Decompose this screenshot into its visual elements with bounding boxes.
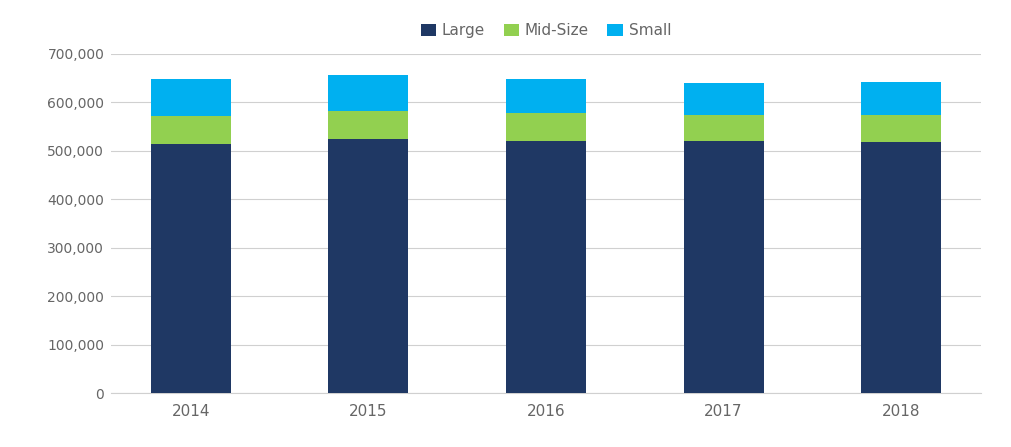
Legend: Large, Mid-Size, Small: Large, Mid-Size, Small <box>415 17 677 44</box>
Bar <box>151 80 231 116</box>
Bar <box>683 83 763 115</box>
Bar <box>506 79 586 113</box>
Bar <box>329 139 408 393</box>
Bar <box>151 144 231 393</box>
Bar <box>861 82 941 115</box>
Bar <box>506 142 586 393</box>
Bar <box>861 142 941 393</box>
Bar <box>151 116 231 144</box>
Bar <box>683 142 763 393</box>
Bar <box>329 76 408 111</box>
Bar <box>683 115 763 142</box>
Bar <box>861 115 941 142</box>
Bar <box>329 111 408 139</box>
Bar <box>506 113 586 142</box>
